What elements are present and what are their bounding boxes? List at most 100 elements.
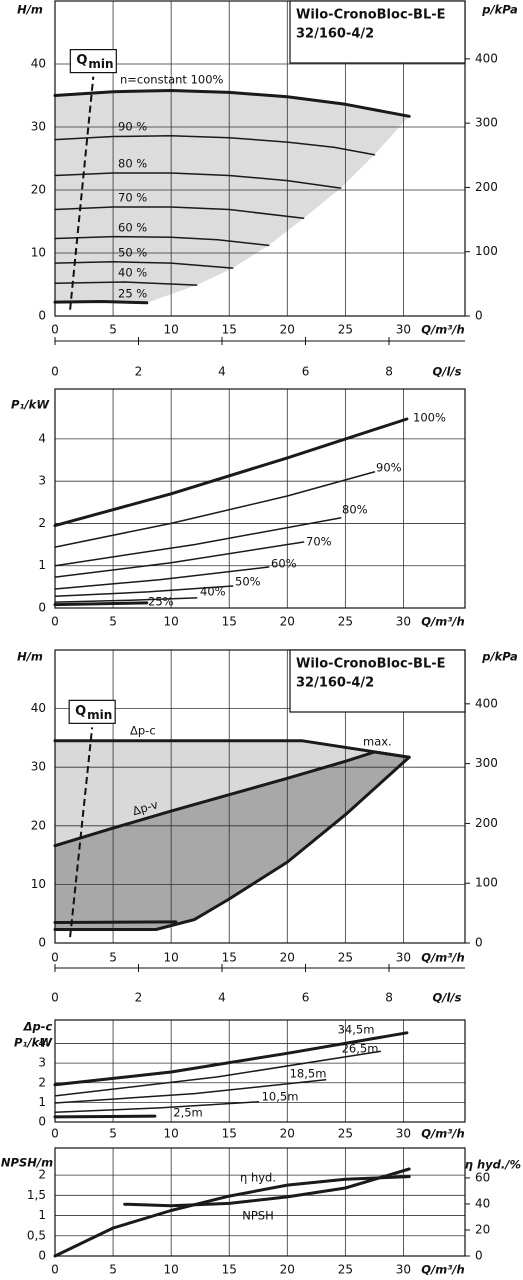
curve [54,1050,381,1097]
curve [123,1167,411,1208]
curve-label: 25 % [118,287,147,301]
x-axis-label: Q/m³/h [421,951,464,965]
y-tick-label: 30 [31,760,46,774]
x-tick-label: 10 [164,1127,179,1141]
curve-label: 50% [235,575,261,589]
y-axis-label: H/m [17,3,43,17]
x-tick-label: 15 [222,1127,237,1141]
x-axis-label: Q/m³/h [421,1127,464,1141]
x-tick-label: 20 [280,1263,295,1277]
y-tick-label: 10 [31,246,46,260]
y2-tick-label: 40 [475,1196,490,1210]
y-tick-label: 0 [38,936,46,950]
y-tick-label: 3 [38,474,46,488]
y-axis-label: P₁/kW [11,398,50,412]
x-tick-label: 20 [280,323,295,337]
curve [53,920,178,924]
y-tick-label: 40 [31,701,46,715]
y2-tick-label: 0 [475,309,483,323]
x-tick-label: 30 [396,615,411,629]
curve [53,300,149,305]
x-tick-label: 10 [164,323,179,337]
curve [53,417,409,528]
curve-label: 100% [413,411,446,425]
y2-tick-label: 100 [475,876,498,890]
y-tick-label: 1 [38,1208,46,1222]
qmin-line [69,76,95,310]
curve-label: NPSH [242,1209,274,1223]
qmin-line [69,727,94,938]
plot-frame [54,649,466,944]
x-tick-label: 20 [280,951,295,965]
y-tick-label: 4 [38,1036,46,1050]
curve [53,601,149,607]
x-tick-label: 20 [280,1127,295,1141]
title-box [289,0,466,64]
x-tick-label: 15 [222,951,237,965]
x-tick-label: 5 [109,951,117,965]
x-tick-label: 0 [51,951,59,965]
y2-tick-label: 300 [475,756,498,770]
y-axis-label: P₁/kW [14,1036,53,1050]
x-tick-label: 6 [302,991,310,1005]
curve-label: 90% [376,461,402,475]
curve-label: 25% [148,595,174,609]
curve-label: 70% [306,535,332,549]
x-tick-label: 25 [338,323,353,337]
y2-tick-label: 200 [475,180,498,194]
curve-label: 40% [200,585,226,599]
y-tick-label: 2 [38,1075,46,1089]
operating-range [55,90,410,303]
x-tick-label: 8 [385,991,393,1005]
y-tick-label: 20 [31,183,46,197]
y2-tick-label: 100 [475,244,498,258]
y-axis-label: NPSH/m [1,1156,53,1170]
x-tick-label: 8 [385,365,393,379]
curve-label: 26,5m [342,1042,379,1056]
x-axis-label: Q/m³/h [421,1263,464,1277]
x-tick-label: 0 [51,365,59,379]
y-tick-label: 1 [38,1095,46,1109]
curve [54,585,234,597]
x-tick-label: 30 [396,1263,411,1277]
x-tick-label: 30 [396,1127,411,1141]
x-tick-label: 25 [338,951,353,965]
curve-label: η hyd. [240,1171,276,1185]
x-tick-label: 4 [218,991,226,1005]
y-axis-label: Δp-c [23,1020,53,1034]
variable-pressure-range [55,752,410,930]
chart-subtitle: 32/160-4/2 [296,27,374,42]
y2-axis-label: η hyd./% [465,1158,521,1172]
x-tick-label: 6 [302,365,310,379]
x-tick-label: 30 [396,323,411,337]
curve-label: 90 % [118,120,147,134]
x-tick-label: 25 [338,1263,353,1277]
curve [54,471,376,548]
y-tick-label: 0,5 [27,1228,46,1242]
y-tick-label: 2 [38,516,46,530]
x-tick-label: 0 [51,615,59,629]
y2-tick-label: 20 [475,1222,490,1236]
y-tick-label: 4 [38,431,46,445]
curve [54,541,305,578]
y-tick-label: 3 [38,1056,46,1070]
curve [54,235,270,247]
curve [54,1079,327,1104]
curve [53,1114,157,1119]
curve [54,261,234,269]
y-tick-label: 0 [38,1115,46,1129]
curve-label: 80% [342,503,368,517]
y-tick-label: 0 [38,1249,46,1263]
plot-frame [54,0,466,317]
x-tick-label: 5 [109,323,117,337]
x-axis-label: Q/l/s [433,991,462,1005]
curve-label: 50 % [118,246,147,260]
y2-axis-label: p/kPa [481,3,518,17]
y-tick-label: 40 [31,57,46,71]
x-tick-label: 30 [396,951,411,965]
plot-frame [54,1019,466,1123]
x-tick-label: 15 [222,615,237,629]
chart-title: Wilo-CronoBloc-BL-E [296,8,446,23]
curve [54,172,342,189]
curve [54,281,198,286]
